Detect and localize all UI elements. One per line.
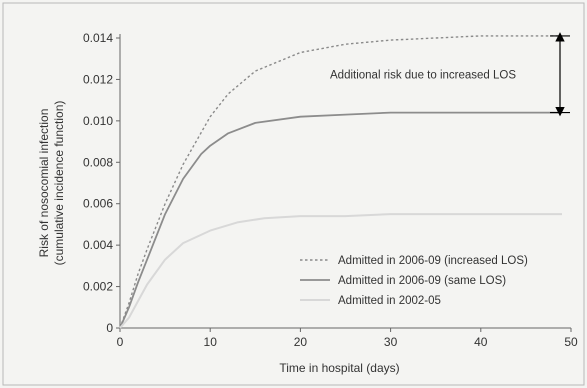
y-tick-label: 0.014 bbox=[83, 31, 113, 45]
x-tick-label: 40 bbox=[474, 335, 488, 349]
legend-label-2: Admitted in 2006-09 (same LOS) bbox=[338, 275, 506, 287]
series-line-2 bbox=[119, 111, 562, 329]
legend-label-3: Admitted in 2002-05 bbox=[338, 295, 441, 307]
x-axis-title: Time in hospital (days) bbox=[279, 361, 399, 375]
series-line-3 bbox=[119, 213, 562, 329]
y-axis-title-line1: Risk of nosocomial infection bbox=[37, 109, 51, 258]
y-axis-title-line2: (cumulative incidence function) bbox=[52, 101, 66, 266]
y-tick-label: 0.008 bbox=[83, 155, 113, 169]
y-tick-label: 0 bbox=[106, 321, 113, 335]
x-tick-label: 0 bbox=[117, 335, 124, 349]
y-tick-label: 0.006 bbox=[83, 197, 113, 211]
x-tick-label: 30 bbox=[384, 335, 398, 349]
y-tick-label: 0.002 bbox=[83, 280, 113, 294]
x-tick-label: 20 bbox=[294, 335, 308, 349]
annotation-label: Additional risk due to increased LOS bbox=[330, 69, 516, 81]
y-tick-label: 0.012 bbox=[83, 72, 113, 86]
y-tick-label: 0.004 bbox=[83, 238, 113, 252]
series-line-1 bbox=[119, 35, 562, 329]
x-tick-label: 10 bbox=[204, 335, 218, 349]
y-tick-label: 0.010 bbox=[83, 114, 113, 128]
x-tick-label: 50 bbox=[564, 335, 578, 349]
legend-label-1: Admitted in 2006-09 (increased LOS) bbox=[338, 255, 528, 267]
